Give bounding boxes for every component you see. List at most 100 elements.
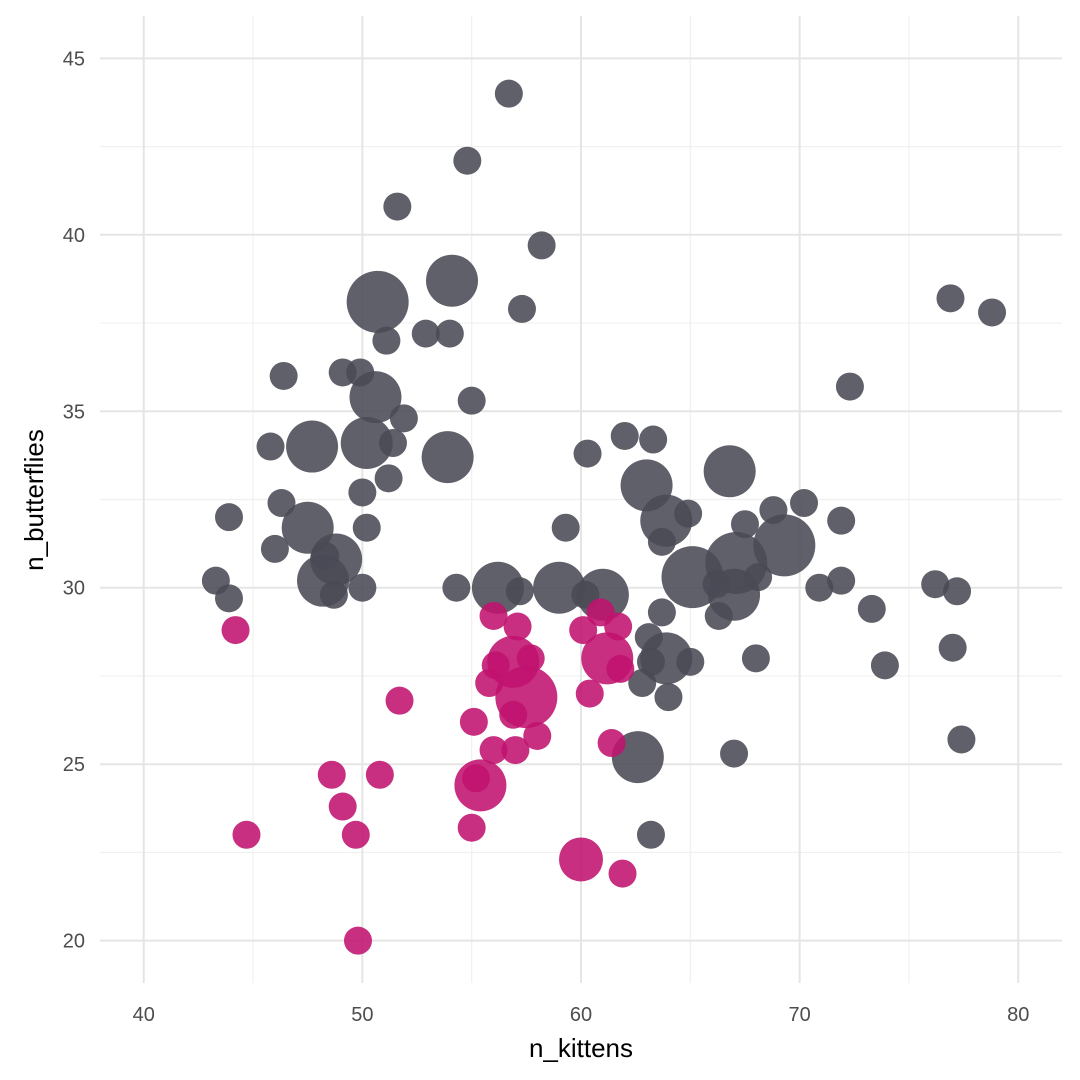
data-point-gray [319,580,348,609]
data-point-magenta [317,760,346,789]
data-point-magenta [569,616,598,645]
data-point-magenta [479,736,508,765]
data-point-gray [340,417,393,470]
data-point-gray [857,594,886,623]
data-point-gray [947,725,976,754]
data-point-magenta [232,820,261,849]
x-tick-label: 80 [1007,1004,1029,1026]
data-point-gray [374,464,403,493]
data-point-gray [704,601,733,630]
series-magenta [221,598,637,955]
data-point-gray [654,683,683,712]
data-point-magenta [559,837,603,882]
data-point-gray [921,570,950,599]
series-gray [201,79,1007,849]
y-axis-title: n_butterflies [19,429,49,571]
y-tick-label: 30 [63,578,85,600]
data-point-magenta [328,792,357,821]
data-point-magenta [608,859,637,888]
data-point-gray [214,503,243,532]
x-tick-label: 60 [570,1004,592,1026]
x-tick-label: 70 [789,1004,811,1026]
x-tick-label: 40 [133,1004,155,1026]
data-point-gray [349,371,402,424]
data-point-gray [214,584,243,613]
data-point-gray [647,527,676,556]
data-point-gray [639,425,668,454]
tick-labels: 40 50 60 70 80 20 25 30 35 40 45 [63,48,1030,1026]
x-tick-label: 50 [351,1004,373,1026]
data-point-magenta [499,700,528,729]
data-point-gray [505,577,534,606]
data-point-gray [827,506,856,535]
y-tick-label: 40 [63,225,85,247]
data-point-gray [870,651,899,680]
data-point-gray [421,431,474,484]
data-point-magenta [454,759,507,812]
data-points [201,79,1007,955]
data-point-gray [348,573,377,602]
data-point-gray [730,510,759,539]
data-point-gray [378,429,407,458]
y-tick-label: 35 [63,401,85,423]
data-point-magenta [341,820,370,849]
data-point-gray [938,633,967,662]
data-point-gray [260,534,289,563]
data-point-gray [676,647,705,676]
x-axis-title: n_kittens [529,1033,633,1063]
data-point-magenta [597,729,626,758]
data-point-gray [610,421,639,450]
data-point-gray [507,294,536,323]
y-tick-label: 20 [63,931,85,953]
data-point-gray [805,573,834,602]
data-point-gray [628,669,657,698]
data-point-gray [256,432,285,461]
data-point-magenta [523,721,552,750]
data-point-gray [286,420,339,473]
data-point-gray [426,254,479,307]
data-point-gray [703,445,756,498]
data-point-gray [352,513,381,542]
data-point-magenta [343,926,372,955]
data-point-gray [636,647,665,676]
data-point-magenta [479,601,508,630]
data-point-magenta [606,654,635,683]
data-point-magenta [501,736,530,765]
data-point-gray [936,284,965,313]
data-point-gray [636,820,665,849]
data-point-magenta [575,679,604,708]
data-point-gray [835,372,864,401]
data-point-gray [978,298,1007,327]
y-tick-label: 45 [63,48,85,70]
data-point-gray [741,644,770,673]
y-tick-label: 25 [63,754,85,776]
data-point-gray [720,739,749,768]
data-point-magenta [503,612,532,641]
data-point-magenta [459,707,488,736]
data-point-magenta [221,616,250,645]
data-point-gray [647,598,676,627]
data-point-gray [389,404,418,433]
data-point-gray [494,79,523,108]
data-point-magenta [457,813,486,842]
data-point-magenta [516,644,545,673]
data-point-gray [435,319,464,348]
data-point-gray [527,231,556,260]
data-point-gray [267,489,296,518]
data-point-magenta [365,760,394,789]
data-point-gray [453,146,482,175]
data-point-gray [346,270,409,333]
data-point-gray [411,319,440,348]
data-point-gray [269,361,298,390]
data-point-gray [533,561,586,614]
data-point-gray [573,439,602,468]
data-point-gray [372,326,401,355]
data-point-gray [827,566,856,595]
data-point-gray [442,573,471,602]
data-point-gray [348,478,377,507]
data-point-gray [943,577,972,606]
data-point-gray [551,513,580,542]
data-point-gray [383,192,412,221]
data-point-gray [790,489,819,518]
